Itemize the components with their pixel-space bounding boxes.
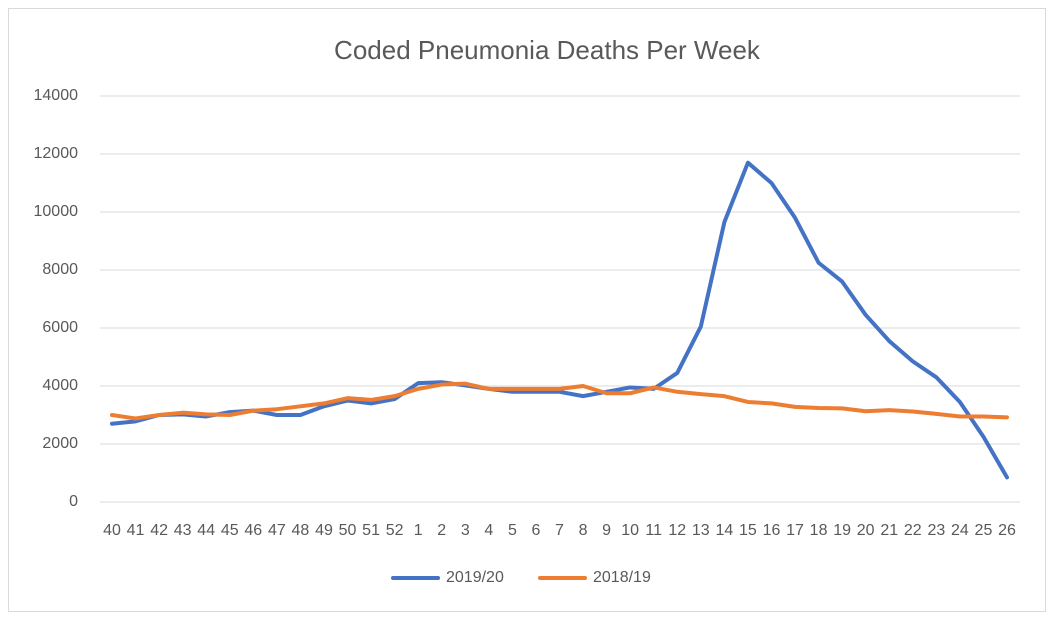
x-tick-label: 44 — [197, 522, 215, 539]
x-tick-label: 24 — [951, 522, 969, 539]
x-tick-label: 49 — [315, 522, 333, 539]
x-tick-label: 10 — [621, 522, 639, 539]
x-tick-label: 16 — [763, 522, 781, 539]
x-tick-label: 52 — [386, 522, 404, 539]
chart-frame — [8, 8, 1046, 612]
x-tick-label: 21 — [880, 522, 898, 539]
x-tick-label: 19 — [833, 522, 851, 539]
x-tick-label: 40 — [103, 522, 121, 539]
x-tick-label: 2 — [437, 522, 446, 539]
x-tick-label: 45 — [221, 522, 239, 539]
x-tick-label: 15 — [739, 522, 757, 539]
x-tick-label: 42 — [150, 522, 168, 539]
x-tick-label: 48 — [292, 522, 310, 539]
y-tick-label: 2000 — [42, 435, 78, 452]
x-tick-label: 11 — [645, 522, 662, 539]
x-tick-label: 43 — [174, 522, 192, 539]
x-tick-label: 18 — [810, 522, 828, 539]
y-tick-label: 8000 — [42, 261, 78, 278]
y-tick-label: 6000 — [42, 319, 78, 336]
x-tick-label: 23 — [927, 522, 945, 539]
y-tick-label: 0 — [69, 493, 78, 510]
legend-label: 2018/19 — [593, 569, 651, 586]
x-tick-label: 3 — [461, 522, 470, 539]
x-tick-label: 51 — [362, 522, 380, 539]
x-tick-label: 46 — [244, 522, 262, 539]
x-tick-label: 4 — [484, 522, 493, 539]
x-tick-label: 7 — [555, 522, 564, 539]
x-tick-label: 8 — [579, 522, 588, 539]
x-tick-label: 26 — [998, 522, 1016, 539]
x-tick-label: 9 — [602, 522, 611, 539]
y-tick-label: 12000 — [34, 145, 79, 162]
x-tick-label: 13 — [692, 522, 710, 539]
x-tick-label: 1 — [414, 522, 423, 539]
x-tick-label: 47 — [268, 522, 286, 539]
x-tick-label: 14 — [715, 522, 733, 539]
y-tick-label: 10000 — [34, 203, 79, 220]
series-line — [110, 381, 1009, 421]
chart-title: Coded Pneumonia Deaths Per Week — [334, 35, 761, 65]
legend-label: 2019/20 — [446, 569, 504, 586]
x-tick-label: 12 — [668, 522, 686, 539]
y-tick-label: 14000 — [34, 87, 79, 104]
x-tick-label: 25 — [975, 522, 993, 539]
y-tick-label: 4000 — [42, 377, 78, 394]
x-tick-label: 41 — [127, 522, 145, 539]
x-tick-label: 50 — [339, 522, 357, 539]
x-tick-label: 5 — [508, 522, 517, 539]
x-tick-label: 6 — [531, 522, 540, 539]
x-tick-label: 20 — [857, 522, 875, 539]
x-tick-label: 22 — [904, 522, 922, 539]
x-tick-label: 17 — [786, 522, 804, 539]
